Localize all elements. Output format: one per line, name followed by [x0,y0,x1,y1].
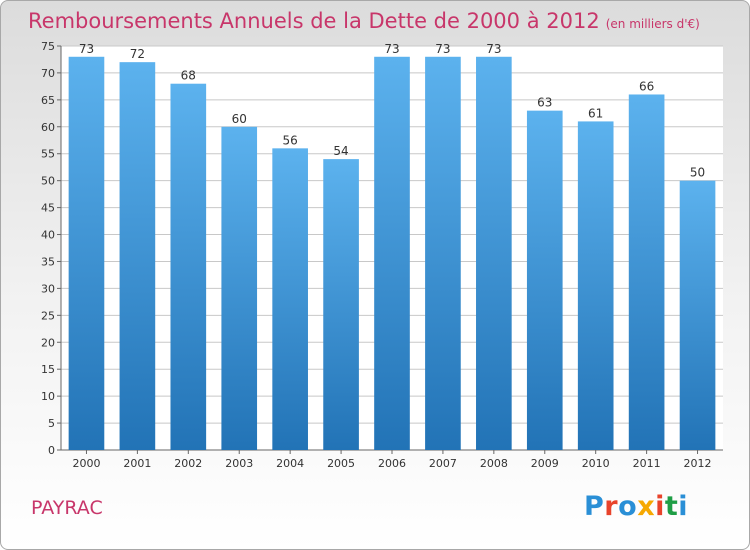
data-label: 73 [486,42,501,56]
bar [679,180,716,450]
bar [577,121,614,450]
y-tick-label: 15 [41,363,55,376]
x-tick-label: 2009 [531,457,559,470]
data-label: 56 [283,133,298,147]
y-tick-label: 20 [41,336,55,349]
data-label: 60 [232,112,247,126]
x-tick-label: 2007 [429,457,457,470]
data-label: 72 [130,47,145,61]
x-tick-label: 2006 [378,457,406,470]
data-label: 66 [639,79,654,93]
data-label: 73 [384,42,399,56]
bar [374,56,410,450]
data-label: 63 [537,96,552,110]
y-tick-label: 0 [48,444,55,457]
x-tick-label: 2000 [72,457,100,470]
chart-title: Remboursements Annuels de la Dette de 20… [28,7,700,38]
x-tick-label: 2011 [633,457,661,470]
data-label: 54 [333,144,348,158]
bar [323,159,359,450]
bar [119,62,156,450]
logo-letter: i [655,491,665,522]
y-tick-label: 30 [41,282,55,295]
logo-letter: P [584,491,605,522]
y-tick-label: 35 [41,255,55,268]
y-tick-label: 75 [41,40,55,53]
x-tick-label: 2002 [174,457,202,470]
y-tick-label: 60 [41,121,55,134]
proxiti-logo: Proxiti [584,491,688,522]
logo-letter: t [664,491,679,522]
y-tick-label: 40 [41,229,55,242]
logo-letter: i [678,491,689,522]
logo-letter: o [618,491,638,522]
x-tick-label: 2010 [582,457,610,470]
y-tick-label: 65 [41,94,55,107]
y-tick-label: 45 [41,202,55,215]
bar [476,56,512,450]
bar [221,126,258,451]
x-tick-label: 2012 [684,457,712,470]
title-unit: (en milliers d'€) [605,17,700,31]
bar [68,56,105,450]
bar [425,56,461,450]
data-label: 73 [435,42,450,56]
y-tick-label: 55 [41,148,55,161]
logo-letter: r [604,491,619,522]
place-name: PAYRAC [31,497,103,519]
y-tick-label: 70 [41,67,55,80]
y-tick-label: 50 [41,175,55,188]
x-tick-label: 2001 [123,457,151,470]
data-label: 68 [181,69,196,83]
bar [170,83,207,450]
x-tick-label: 2005 [327,457,355,470]
bar [628,94,665,450]
bar [272,148,308,450]
y-tick-label: 10 [41,390,55,403]
x-tick-label: 2008 [480,457,508,470]
y-tick-label: 25 [41,309,55,322]
y-tick-label: 5 [48,417,55,430]
title-text: Remboursements Annuels de la Dette de 20… [28,9,600,33]
logo-letter: x [637,491,656,522]
bar [526,110,563,450]
x-tick-label: 2003 [225,457,253,470]
x-tick-label: 2004 [276,457,304,470]
data-label: 61 [588,106,603,120]
data-label: 50 [690,166,705,180]
data-label: 73 [79,42,94,56]
